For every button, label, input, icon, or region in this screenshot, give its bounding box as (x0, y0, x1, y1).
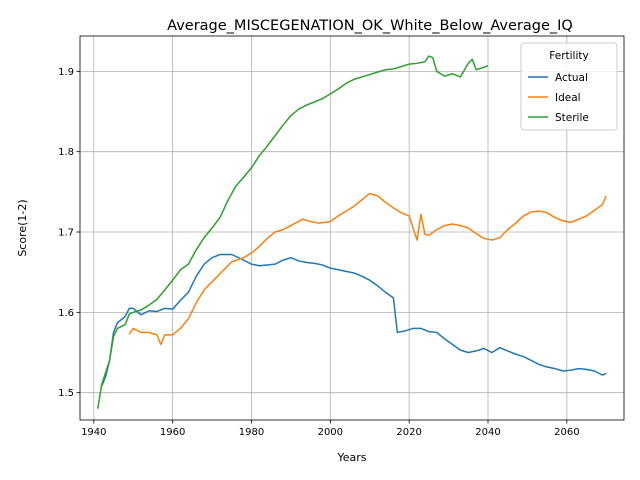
x-tick-label: 2000 (318, 427, 343, 438)
y-tick-label: 1.8 (58, 147, 74, 158)
legend-box (520, 42, 618, 131)
legend-label-actual: Actual (555, 72, 588, 84)
plot-frame (79, 35, 625, 421)
chart-title: Average_MISCEGENATION_OK_White_Below_Ave… (167, 18, 573, 34)
series-line-ideal (128, 192, 607, 346)
series-lines (96, 55, 607, 409)
grid (80, 36, 624, 420)
y-axis-label: Score(1-2) (16, 199, 29, 256)
x-tick-label: 1940 (81, 427, 106, 438)
x-axis-label: Years (336, 451, 366, 464)
legend-items: Actual Ideal Sterile (528, 72, 589, 124)
series-line-sterile (96, 55, 489, 409)
y-tick-label: 1.9 (58, 67, 74, 78)
x-tick-label: 2040 (475, 427, 500, 438)
legend-label-ideal: Ideal (555, 92, 581, 104)
x-tick-label: 2020 (396, 427, 421, 438)
x-tick-label: 1980 (239, 427, 264, 438)
legend: Fertility Actual Ideal Sterile (520, 42, 618, 131)
x-tick-label: 2060 (554, 427, 579, 438)
x-tick-label: 1960 (160, 427, 185, 438)
legend-label-sterile: Sterile (555, 112, 589, 124)
legend-title: Fertility (549, 50, 588, 62)
series-line-actual (100, 253, 607, 387)
axis-ticks: 1940 1960 1980 2000 2020 2040 2060 1.5 1.6 1.7 1.8… (58, 67, 579, 438)
y-tick-label: 1.7 (58, 228, 74, 239)
y-tick-label: 1.6 (58, 308, 74, 319)
y-tick-label: 1.5 (58, 388, 74, 399)
